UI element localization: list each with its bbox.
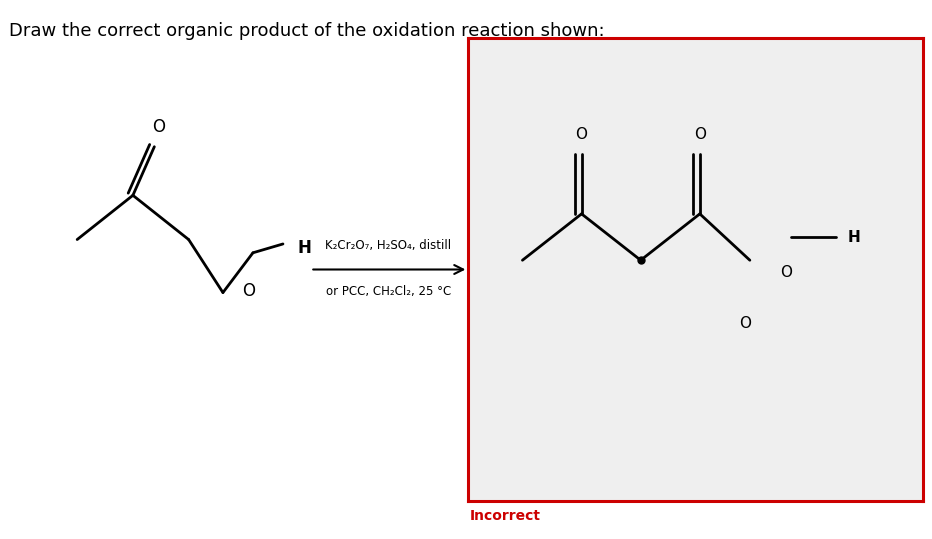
Text: O: O	[152, 118, 165, 136]
Text: H: H	[847, 230, 860, 245]
Text: H: H	[298, 239, 312, 257]
Text: O: O	[576, 127, 587, 142]
Text: Draw the correct organic product of the oxidation reaction shown:: Draw the correct organic product of the …	[9, 22, 605, 39]
Text: O: O	[780, 265, 792, 280]
Text: O: O	[739, 316, 751, 331]
Text: O: O	[242, 281, 255, 300]
Text: or PCC, CH₂Cl₂, 25 °C: or PCC, CH₂Cl₂, 25 °C	[325, 285, 451, 298]
Text: Incorrect: Incorrect	[470, 509, 541, 523]
Text: K₂Cr₂O₇, H₂SO₄, distill: K₂Cr₂O₇, H₂SO₄, distill	[325, 239, 451, 252]
Text: O: O	[693, 127, 706, 142]
